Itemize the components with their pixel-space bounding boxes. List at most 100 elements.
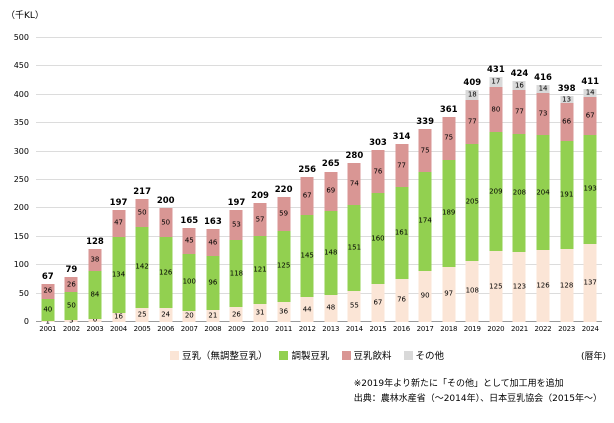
segment-value-label: 67: [302, 191, 312, 200]
legend-item: 調製豆乳: [279, 348, 330, 362]
gridline: [36, 150, 602, 152]
bar-segment: 77: [465, 100, 479, 145]
bar-segment: 76: [395, 278, 409, 322]
bar-segment: 48: [324, 294, 338, 322]
segment-value-label: 161: [394, 228, 409, 237]
y-axis: 0 50 100 150 200 250 300 350 400 450 500: [0, 34, 31, 326]
bar-segment: 126: [536, 250, 550, 322]
bar-total-label: 424: [510, 69, 529, 80]
segment-value-label: 57: [255, 215, 265, 223]
bar-segment: 121: [253, 235, 267, 305]
segment-value-label: 145: [300, 251, 314, 260]
segment-value-label: 45: [184, 236, 194, 245]
segment-value-label: 90: [420, 291, 430, 300]
segment-value-label: 18: [467, 90, 477, 99]
y-tick-label: 200: [13, 203, 29, 213]
x-tick-label: 2024: [581, 325, 599, 333]
segment-value-label: 50: [137, 208, 147, 217]
bar-segment: 50: [159, 208, 173, 237]
x-tick-label: 2015: [369, 325, 387, 333]
x-axis: 2001 2002 2003 2004 2005 2006 2007 2008 2009 2010…: [36, 325, 602, 335]
bar-stack: 36 125 59: [277, 197, 290, 322]
bar: 431 125 209 80 17: [484, 38, 508, 322]
segment-value-label: 80: [491, 105, 501, 114]
segment-value-label: 128: [559, 281, 574, 290]
segment-value-label: 16: [514, 81, 524, 90]
segment-value-label: 47: [114, 218, 123, 227]
x-tick-label: 2019: [463, 325, 481, 333]
bar-segment: 69: [324, 171, 338, 211]
legend-swatch: [279, 350, 289, 360]
bar-segment: 128: [560, 249, 573, 322]
segment-value-label: 77: [514, 107, 524, 116]
bar-segment: 1: [41, 318, 55, 325]
bar-segment: 73: [536, 93, 550, 135]
legend-item: その他: [403, 348, 444, 362]
x-tick-label: 2002: [62, 325, 80, 333]
bar-stack: 55 151 74: [348, 162, 361, 322]
bar-total-label: 409: [463, 78, 482, 89]
segment-value-label: 44: [302, 305, 312, 313]
bar-stack: 26 118 53: [230, 210, 243, 322]
segment-value-label: 14: [538, 84, 548, 93]
bar-segment: 3: [64, 317, 78, 324]
segment-value-label: 67: [585, 111, 595, 120]
segment-value-label: 67: [373, 298, 383, 307]
segment-value-label: 189: [442, 208, 456, 217]
gridline: [36, 321, 602, 322]
bar-segment: 17: [489, 77, 503, 87]
bar-total-label: 217: [133, 186, 151, 197]
segment-value-label: 40: [43, 305, 53, 314]
bar-stack: 108 205 77 18: [466, 90, 479, 322]
bar-segment: 26: [41, 283, 55, 299]
bar-segment: 125: [276, 230, 291, 302]
legend-swatch: [341, 350, 351, 360]
bar: 280 55 151 74: [343, 38, 367, 322]
bar-segment: 148: [324, 210, 337, 295]
segment-value-label: 36: [279, 307, 289, 316]
bar-stack: 67 160 76: [371, 149, 385, 322]
bar-segment: 137: [584, 244, 597, 322]
x-tick-label: 2023: [558, 325, 576, 333]
x-tick-label: 2014: [345, 325, 363, 333]
gridline: [36, 122, 602, 124]
bar-total-label: 67: [41, 271, 54, 282]
bar-segment: 77: [512, 90, 526, 134]
legend-item: 豆乳（無調整豆乳）: [169, 348, 267, 362]
segment-value-label: 74: [349, 179, 359, 188]
bar-stack: 137 193 67 14: [584, 89, 597, 322]
bar-stack: 21 96 46: [206, 229, 220, 322]
segment-value-label: 100: [182, 277, 196, 286]
segment-value-label: 69: [326, 186, 336, 195]
bar-segment: 50: [64, 291, 78, 321]
segment-value-label: 125: [276, 261, 291, 270]
bar-total-label: 197: [109, 198, 128, 209]
segment-value-label: 121: [253, 265, 267, 274]
bar-segment: 45: [182, 228, 196, 254]
bar-segment: 24: [159, 308, 173, 322]
bar-total-label: 209: [251, 191, 269, 202]
bar: 361 97 189 75: [437, 38, 461, 322]
x-tick-label: 2016: [393, 325, 411, 333]
bar: 79 3 50 26: [60, 38, 84, 324]
bar-segment: 100: [182, 253, 196, 311]
bar-segment: 193: [584, 134, 597, 245]
y-tick-label: 150: [13, 231, 29, 241]
bar: 200 24 126 50: [154, 38, 178, 322]
bar-stack: 3 50 26: [64, 277, 78, 324]
legend-label: 調製豆乳: [291, 351, 330, 362]
bar-segment: 108: [466, 260, 479, 322]
gridline: [36, 264, 602, 266]
bar-total-label: 416: [534, 73, 552, 84]
bar-segment: 59: [277, 197, 291, 231]
bar-stack: 24 126 50: [159, 208, 172, 322]
bar-segment: 191: [560, 140, 573, 250]
bar-segment: 189: [442, 159, 456, 267]
bar: 411 137 193 67 14: [578, 38, 602, 322]
x-tick-label: 2009: [227, 325, 245, 333]
segment-value-label: 16: [114, 312, 123, 321]
bar: 424 123 208 77 16: [508, 38, 532, 322]
segment-value-label: 48: [326, 303, 336, 312]
y-tick-label: 350: [13, 118, 29, 128]
